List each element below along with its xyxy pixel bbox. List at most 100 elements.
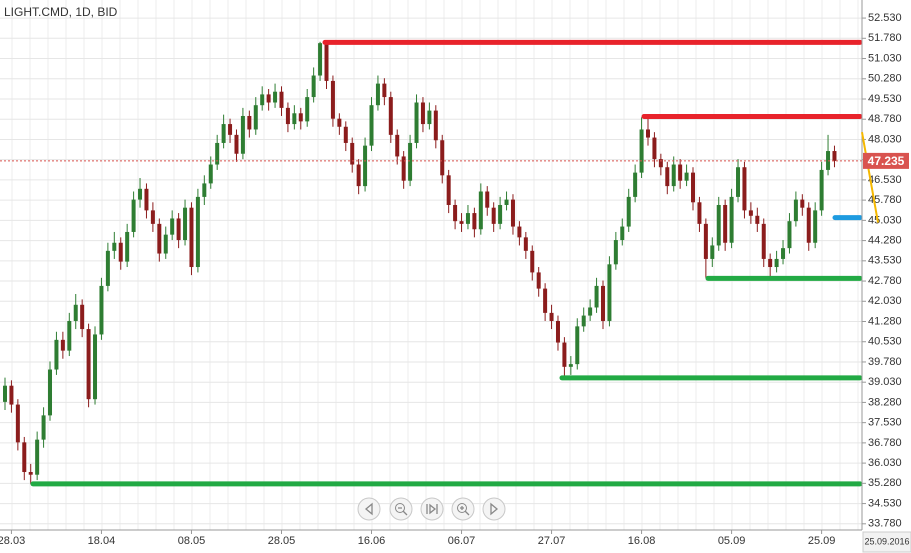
candle-body bbox=[536, 272, 541, 289]
candle-body bbox=[221, 124, 226, 143]
zoom-out-button[interactable] bbox=[389, 497, 413, 521]
x-tick-label: 16.08 bbox=[628, 535, 656, 547]
candle-body bbox=[594, 285, 599, 308]
candle-body bbox=[652, 137, 657, 160]
candle-body bbox=[183, 207, 188, 241]
candle-body bbox=[568, 364, 573, 367]
candle-body bbox=[86, 329, 91, 400]
zoom-in-button[interactable] bbox=[451, 497, 475, 521]
candle-body bbox=[266, 94, 271, 103]
candle-body bbox=[356, 164, 361, 187]
candle-body bbox=[157, 223, 162, 254]
candle-body bbox=[67, 320, 72, 351]
y-tick-label: 49.530 bbox=[868, 93, 902, 105]
candle-body bbox=[330, 80, 335, 119]
candle-body bbox=[658, 159, 663, 168]
candle-body bbox=[99, 285, 104, 335]
candle-body bbox=[48, 369, 53, 416]
candle-body bbox=[581, 315, 586, 327]
candle-body bbox=[350, 142, 355, 165]
candle-body bbox=[600, 285, 605, 321]
candle-body bbox=[761, 223, 766, 259]
candle-body bbox=[633, 172, 638, 197]
candle-body bbox=[163, 234, 168, 254]
y-tick-label: 42.030 bbox=[868, 295, 902, 307]
candle-body bbox=[337, 118, 342, 127]
candle-body bbox=[793, 199, 798, 222]
candle-body bbox=[453, 204, 458, 222]
candle-body bbox=[504, 199, 509, 205]
last-price-label: 47.235 bbox=[868, 154, 905, 168]
candle-body bbox=[228, 124, 233, 135]
candle-body bbox=[530, 250, 535, 273]
candle-body bbox=[678, 164, 683, 181]
candle-body bbox=[555, 320, 560, 343]
scroll-left-button[interactable] bbox=[357, 497, 381, 521]
reset-button[interactable] bbox=[420, 497, 444, 521]
candle-body bbox=[697, 202, 702, 224]
candle-body bbox=[703, 223, 708, 259]
candle-body bbox=[9, 385, 14, 405]
candle-body bbox=[748, 210, 753, 216]
candle-body bbox=[549, 312, 554, 321]
y-tick-label: 44.280 bbox=[868, 234, 902, 246]
y-tick-label: 36.780 bbox=[868, 437, 902, 449]
candle-body bbox=[646, 129, 650, 138]
candle-body bbox=[125, 231, 130, 262]
y-tick-label: 50.280 bbox=[868, 73, 902, 85]
candle-body bbox=[375, 83, 380, 106]
candle-body bbox=[517, 226, 522, 238]
candle-body bbox=[369, 105, 374, 146]
candle-body bbox=[729, 196, 734, 243]
candle-body bbox=[414, 102, 419, 143]
x-tick-label: 27.07 bbox=[538, 535, 566, 547]
candle-body bbox=[613, 240, 618, 265]
scroll-right-button[interactable] bbox=[482, 497, 506, 521]
x-tick-label: 16.06 bbox=[358, 535, 386, 547]
candle-body bbox=[472, 213, 477, 230]
candle-body bbox=[787, 221, 792, 249]
y-tick-label: 41.280 bbox=[868, 315, 902, 327]
candle-body bbox=[465, 213, 470, 224]
candle-body bbox=[491, 207, 496, 224]
candle-body bbox=[253, 105, 258, 130]
candle-body bbox=[813, 210, 818, 243]
candle-body bbox=[800, 199, 805, 208]
candle-body bbox=[440, 140, 445, 176]
candle-body bbox=[523, 237, 528, 251]
candle-body bbox=[112, 242, 117, 251]
x-tick-label: 08.05 bbox=[178, 535, 206, 547]
candle-body bbox=[35, 439, 40, 475]
candle-body bbox=[195, 196, 200, 268]
y-tick-label: 45.780 bbox=[868, 194, 902, 206]
candle-body bbox=[138, 188, 143, 200]
candle-body bbox=[279, 91, 284, 108]
candle-body bbox=[80, 304, 85, 330]
candle-body bbox=[176, 218, 181, 241]
candle-body bbox=[433, 110, 438, 141]
y-tick-label: 36.030 bbox=[868, 457, 902, 469]
candle-body bbox=[118, 242, 123, 262]
date-box bbox=[862, 531, 911, 553]
candle-body bbox=[208, 164, 213, 184]
x-tick-label: 28.03 bbox=[0, 535, 25, 547]
candle-body bbox=[427, 110, 432, 125]
y-tick-label: 38.280 bbox=[868, 396, 902, 408]
candle-body bbox=[626, 196, 631, 227]
candle-body bbox=[28, 472, 33, 475]
trend-line bbox=[861, 131, 879, 223]
y-tick-label: 40.530 bbox=[868, 336, 902, 348]
candle-body bbox=[388, 97, 393, 135]
candle-body bbox=[774, 258, 779, 268]
candle-body bbox=[131, 199, 136, 232]
candle-body bbox=[54, 339, 59, 370]
y-tick-label: 39.030 bbox=[868, 376, 902, 388]
candle-body bbox=[408, 142, 413, 181]
candle-body bbox=[247, 115, 252, 130]
x-tick-label: 06.07 bbox=[448, 535, 476, 547]
candle-body bbox=[736, 167, 741, 197]
candle-body bbox=[144, 188, 149, 211]
x-tick-label: 05.09 bbox=[718, 535, 746, 547]
candle-body bbox=[768, 258, 773, 268]
